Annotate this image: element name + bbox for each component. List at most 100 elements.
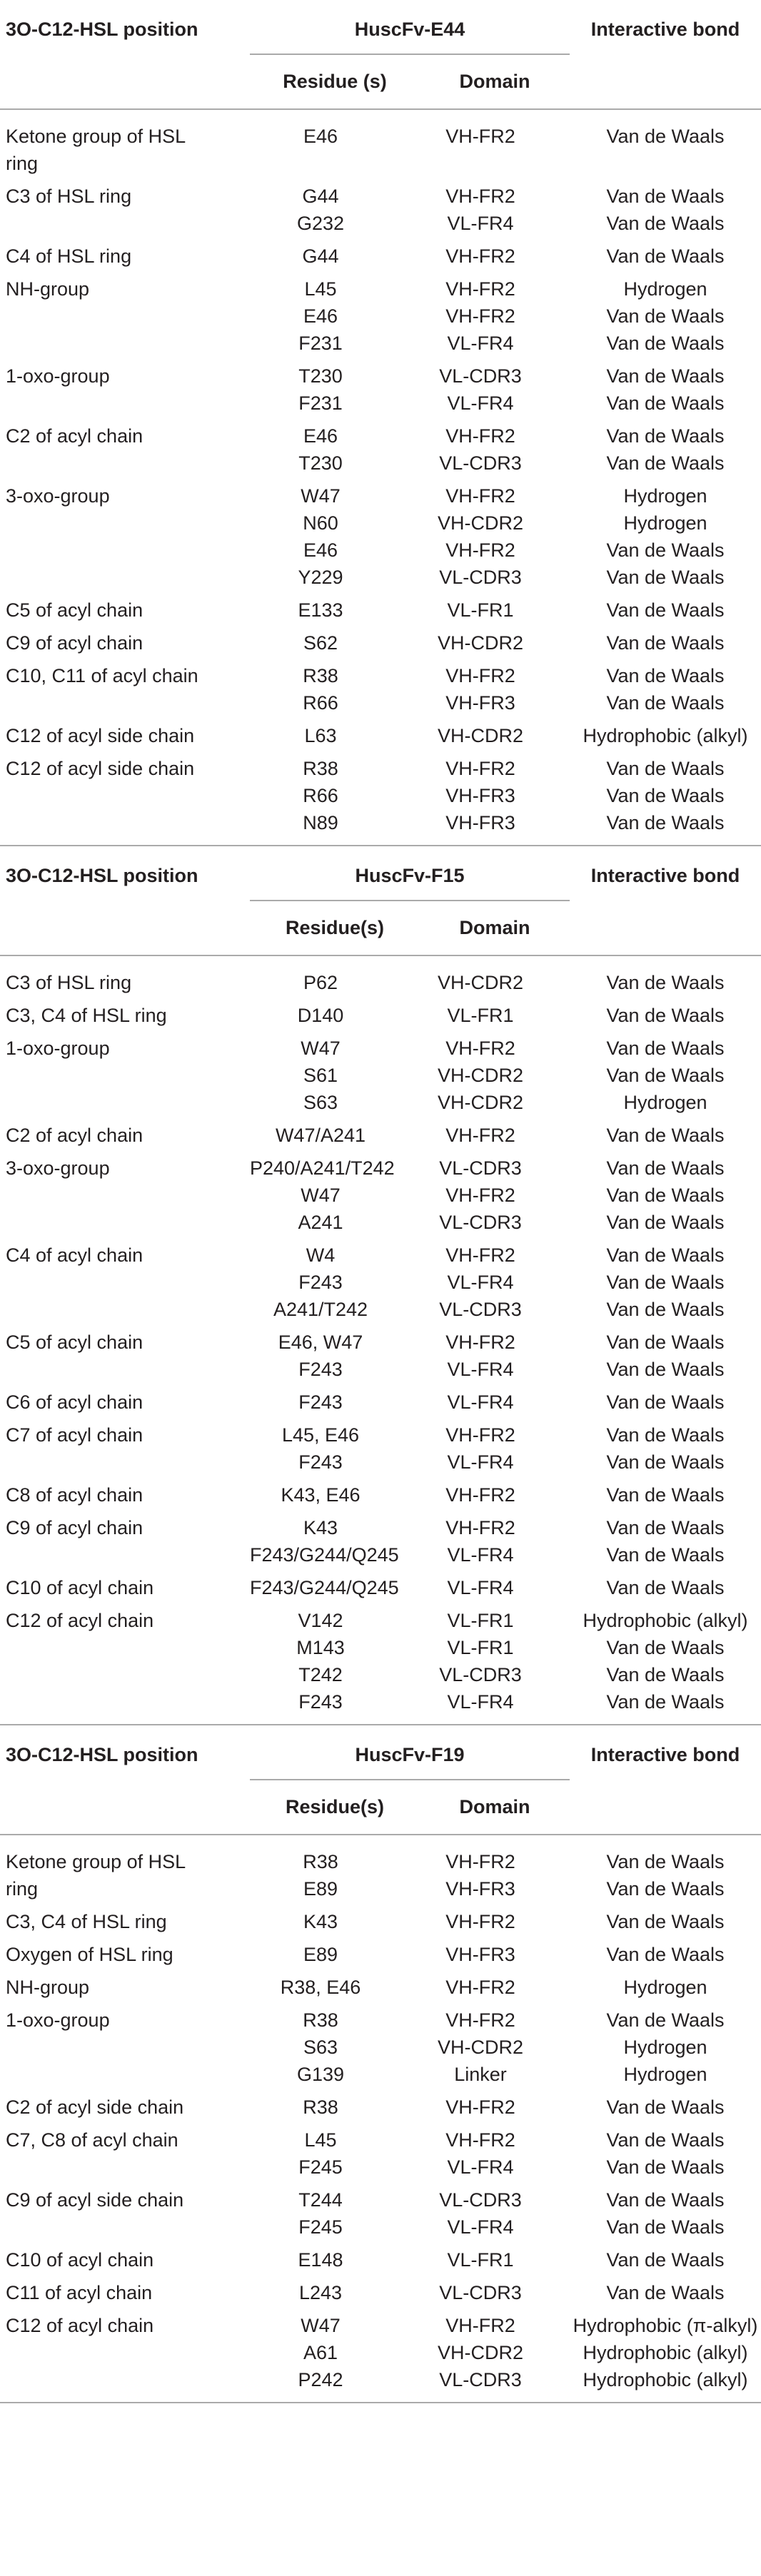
table-row: C4 of HSL ring G44 VH-FR2 Van de Waals: [0, 237, 761, 270]
domain-cell: VH-CDR2: [437, 2037, 523, 2058]
domain-header: Domain: [459, 917, 530, 938]
entries: L45 VH-FR2 Hydrogen E46 VH-FR2 Van de Waals F2…: [221, 275, 761, 357]
table-row: C2 of acyl chain W47/A241 VH-FR2 Van de Waa…: [0, 1116, 761, 1149]
position-cell: C12 of acyl chain: [6, 1610, 154, 1631]
domain-cell: VH-FR3: [445, 692, 515, 714]
table-row: C10, C11 of acyl chain R38 VH-FR2 Van de Wa…: [0, 656, 761, 716]
position-cell: C5 of acyl chain: [6, 1332, 143, 1353]
entries: R38 VH-FR2 Van de Waals: [221, 2094, 761, 2121]
antibody-header: HuscFv-E44: [250, 19, 570, 55]
bond-cell: Van de Waals: [606, 1664, 725, 1685]
domain-cell: VH-FR2: [445, 485, 515, 507]
domain-cell: VH-FR2: [445, 186, 515, 207]
domain-cell: VL-FR4: [447, 1691, 514, 1713]
bond-cell: Hydrogen: [623, 2037, 707, 2058]
residue-cell: S62: [303, 632, 338, 654]
position-cell: Oxygen of HSL ring: [6, 1944, 173, 1965]
bond-cell: Van de Waals: [606, 1212, 725, 1233]
bond-cell: Van de Waals: [606, 1484, 725, 1506]
domain-cell: Linker: [454, 2064, 507, 2085]
entry-line: E89 VH-FR3 Van de Waals: [250, 1875, 761, 1902]
domain-header: Domain: [459, 71, 530, 92]
entries: E46 VH-FR2 Van de Waals: [221, 123, 761, 177]
bond-cell: Van de Waals: [606, 365, 725, 387]
entries: W47 VH-FR2 Van de Waals S61 VH-CDR2 Van de Wa…: [221, 1035, 761, 1116]
bond-cell: Van de Waals: [606, 452, 725, 474]
entry-line: T242 VL-CDR3 Van de Waals: [250, 1661, 761, 1688]
entries: E89 VH-FR3 Van de Waals: [221, 1941, 761, 1968]
domain-cell: VH-FR2: [445, 539, 515, 561]
domain-cell: VH-FR2: [445, 278, 515, 300]
domain-cell: VL-FR4: [447, 1359, 514, 1380]
entries: E46, W47 VH-FR2 Van de Waals F243 VL-FR4 Van …: [221, 1329, 761, 1383]
entries: F243 VL-FR4 Van de Waals: [221, 1389, 761, 1416]
entry-line: R38 VH-FR2 Van de Waals: [250, 1848, 761, 1875]
position-cell: C12 of acyl side chain: [6, 725, 195, 746]
table-row: C3 of HSL ring P62 VH-CDR2 Van de Waals: [0, 963, 761, 996]
domain-cell: VH-FR2: [445, 305, 515, 327]
domain-cell: VH-FR2: [445, 665, 515, 686]
bond-cell: Van de Waals: [606, 1299, 725, 1320]
entry-line: P62 VH-CDR2 Van de Waals: [250, 969, 761, 996]
position-cell: C3 of HSL ring: [6, 972, 132, 993]
position-cell: C9 of acyl chain: [6, 1517, 143, 1538]
position-cell: C2 of acyl chain: [6, 425, 143, 447]
entry-line: S63 VH-CDR2 Hydrogen: [250, 2034, 761, 2061]
table-row: Oxygen of HSL ring E89 VH-FR3 Van de Waals: [0, 1935, 761, 1968]
position-cell: NH-group: [6, 278, 90, 300]
bond-cell: Hydrophobic (alkyl): [583, 1610, 748, 1631]
domain-cell: VH-FR2: [445, 1332, 515, 1353]
entry-line: R38, E46 VH-FR2 Hydrogen: [250, 1974, 761, 2001]
table-row: NH-group R38, E46 VH-FR2 Hydrogen: [0, 1968, 761, 2001]
entries: R38 VH-FR2 Van de Waals E89 VH-FR3 Van de Waa…: [221, 1848, 761, 1902]
table-section: 3O-C12-HSL position HuscFv-E44 Interactive…: [0, 0, 761, 846]
domain-cell: VL-FR4: [447, 2216, 514, 2238]
position-cell: C10 of acyl chain: [6, 1577, 154, 1598]
domain-cell: VL-CDR3: [439, 1664, 522, 1685]
bond-cell: Van de Waals: [606, 665, 725, 686]
residue-cell: N60: [303, 512, 338, 534]
residue-cell: L63: [304, 725, 337, 746]
bond-cell: Van de Waals: [606, 1691, 725, 1713]
residue-cell: F243/G244/Q245: [250, 1577, 399, 1598]
entry-line: K43 VH-FR2 Van de Waals: [250, 1514, 761, 1541]
subheader-row: Residue(s) Domain: [0, 1780, 761, 1835]
bond-cell: Hydrophobic (alkyl): [583, 2342, 748, 2363]
domain-cell: VH-FR2: [445, 126, 515, 147]
table-row: NH-group L45 VH-FR2 Hydrogen E46 VH-FR2 Van de…: [0, 270, 761, 357]
entries: T230 VL-CDR3 Van de Waals F231 VL-FR4 Van de …: [221, 362, 761, 417]
position-cell: C5 of acyl chain: [6, 599, 143, 621]
subheader-row: Residue (s) Domain: [0, 55, 761, 110]
residue-cell: W47: [301, 485, 341, 507]
entry-line: R38 VH-FR2 Van de Waals: [250, 662, 761, 689]
entry-line: E46 VH-FR2 Van de Waals: [250, 422, 761, 450]
entry-line: F243 VL-FR4 Van de Waals: [250, 1389, 761, 1416]
table-row: C9 of acyl chain K43 VH-FR2 Van de Waals F24…: [0, 1508, 761, 1568]
domain-cell: VL-CDR3: [439, 1157, 522, 1179]
position-cell: C3, C4 of HSL ring: [6, 1005, 167, 1026]
residue-cell: T230: [298, 365, 343, 387]
entries: K43, E46 VH-FR2 Van de Waals: [221, 1481, 761, 1508]
residue-cell: T244: [298, 2189, 343, 2211]
residue-cell: E46, W47: [278, 1332, 363, 1353]
position-cell: Ketone group of HSL ring: [6, 1851, 186, 1900]
entries: W47/A241 VH-FR2 Van de Waals: [221, 1122, 761, 1149]
bond-cell: Van de Waals: [606, 186, 725, 207]
domain-cell: VL-CDR3: [439, 2282, 522, 2303]
header-row: 3O-C12-HSL position HuscFv-F19 Interactive…: [0, 1725, 761, 1780]
domain-cell: VL-CDR3: [439, 567, 522, 588]
residue-cell: A241/T242: [273, 1299, 368, 1320]
residue-cell: E148: [298, 2249, 343, 2271]
domain-cell: VH-FR2: [445, 425, 515, 447]
domain-cell: VL-FR1: [447, 1610, 514, 1631]
entry-line: L45 VH-FR2 Hydrogen: [250, 275, 761, 303]
entry-line: A241/T242 VL-CDR3 Van de Waals: [250, 1296, 761, 1323]
position-cell: C10 of acyl chain: [6, 2249, 154, 2271]
domain-cell: VL-FR4: [447, 1391, 514, 1413]
residue-cell: K43: [303, 1911, 338, 1932]
residue-cell: G139: [296, 2064, 345, 2085]
bond-cell: Van de Waals: [606, 245, 725, 267]
table-row: C8 of acyl chain K43, E46 VH-FR2 Van de Waa…: [0, 1476, 761, 1508]
residue-cell: F231: [298, 333, 343, 354]
table-row: C10 of acyl chain E148 VL-FR1 Van de Waals: [0, 2241, 761, 2273]
